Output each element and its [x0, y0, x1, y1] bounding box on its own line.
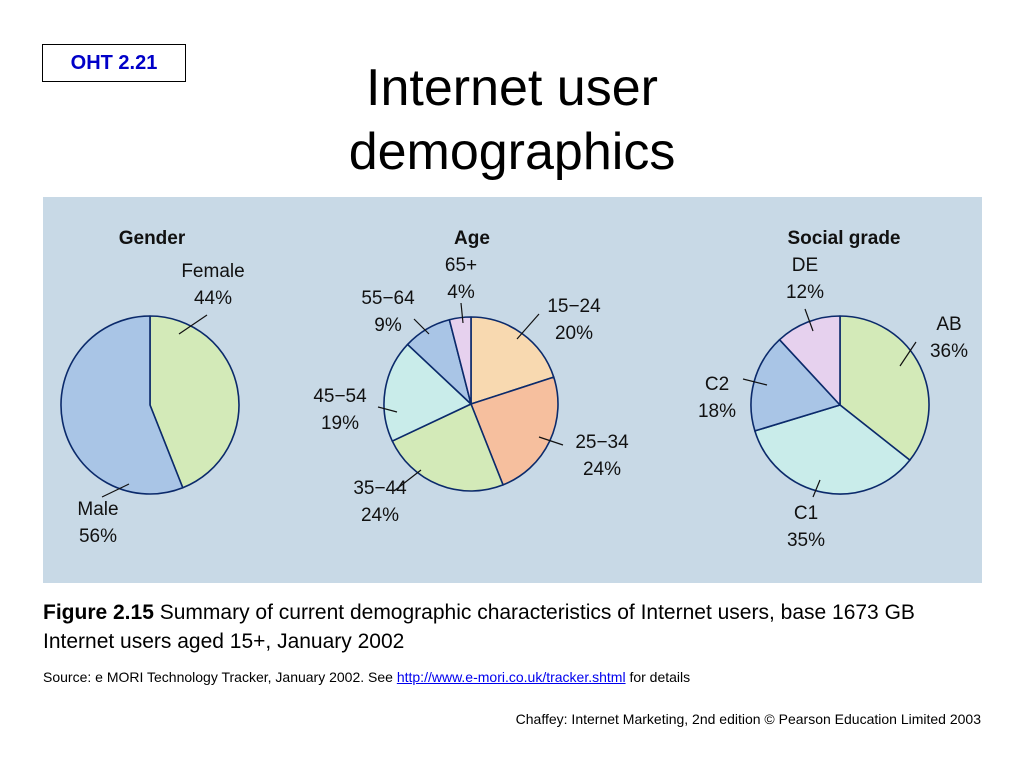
leader-line-gender-male [101, 483, 130, 498]
pie-slice-social-grade-c1 [754, 404, 911, 495]
slide-title-line-2: demographics [348, 123, 676, 181]
chart-title-gender: Gender [119, 228, 186, 249]
slice-label-social-grade-de: DE [792, 255, 818, 276]
leader-line-age-55-64 [413, 318, 430, 335]
leader-line-age-35-44 [393, 469, 422, 492]
leader-line-social-grade-c1 [812, 479, 821, 498]
leader-line-social-grade-ab [899, 341, 917, 367]
slice-label-social-grade-ab: AB [936, 314, 961, 335]
source-prefix: Source: e MORI Technology Tracker, Janua… [43, 669, 393, 685]
copyright-footer: Chaffey: Internet Marketing, 2nd edition… [515, 711, 981, 727]
slice-label-social-grade-c2: C2 [705, 374, 729, 395]
slice-value-gender-male: 56% [79, 526, 117, 547]
leader-line-age-25-34 [538, 436, 564, 446]
slice-label-age-45-54: 45−54 [313, 386, 367, 407]
pie-slice-gender-male [60, 315, 184, 495]
slice-value-age-35-44: 24% [361, 505, 399, 526]
slice-value-age-55-64: 9% [374, 315, 402, 336]
slice-label-gender-male: Male [77, 499, 118, 520]
slice-label-age-55-64: 55−64 [361, 288, 415, 309]
leader-line-gender-female [178, 314, 208, 335]
slice-label-age-15-24: 15−24 [547, 296, 601, 317]
pie-slice-social-grade-ab [839, 315, 930, 461]
slice-value-age-25-34: 24% [583, 459, 621, 480]
slice-value-age-15-24: 20% [555, 323, 593, 344]
slice-value-age-65: 4% [447, 282, 475, 303]
slice-label-age-35-44: 35−44 [353, 478, 407, 499]
slide-number-badge: OHT 2.21 [42, 44, 186, 82]
chart-title-age: Age [454, 228, 490, 249]
leader-line-age-45-54 [377, 406, 398, 413]
leader-line-age-15-24 [516, 313, 540, 340]
leader-line-age-65 [460, 302, 464, 324]
slice-value-gender-female: 44% [194, 288, 232, 309]
leader-line-social-grade-de [804, 308, 814, 332]
source-suffix: for details [629, 669, 691, 685]
pie-charts: Gender Female 44% Male 56% Age 15−24 20% 25−34 24… [60, 228, 968, 551]
pie-slice-age-45-54 [383, 343, 472, 442]
slice-value-social-grade-c2: 18% [698, 401, 736, 422]
slice-value-social-grade-de: 12% [786, 282, 824, 303]
source-link[interactable]: http://www.e-mori.co.uk/tracker.shtml [396, 669, 626, 685]
figure-caption-text: Summary of current demographic character… [43, 601, 915, 653]
slide-title: Internet user demographics [212, 56, 812, 184]
slice-value-social-grade-c1: 35% [787, 530, 825, 551]
pie-slice-age-65 [448, 316, 472, 405]
slice-label-age-25-34: 25−34 [575, 432, 629, 453]
source-note: Source: e MORI Technology Tracker, Janua… [43, 668, 983, 686]
chart-title-social-grade: Social grade [788, 228, 901, 249]
slice-value-social-grade-ab: 36% [930, 341, 968, 362]
slice-value-age-45-54: 19% [321, 413, 359, 434]
slide-title-line-1: Internet user [366, 59, 658, 117]
slice-label-gender-female: Female [181, 261, 244, 282]
pie-slice-social-grade-de [778, 315, 841, 406]
leader-line-social-grade-c2 [742, 378, 768, 386]
pie-slice-gender-female [149, 315, 240, 489]
slice-label-social-grade-c1: C1 [794, 503, 818, 524]
pie-slice-age-35-44 [391, 403, 504, 492]
slice-label-age-65: 65+ [445, 255, 477, 276]
chart-panel: Gender Female 44% Male 56% Age 15−24 20% 25−34 24… [43, 197, 982, 583]
figure-label: Figure 2.15 [43, 601, 154, 624]
figure-caption: Figure 2.15 Summary of current demograph… [43, 598, 983, 656]
